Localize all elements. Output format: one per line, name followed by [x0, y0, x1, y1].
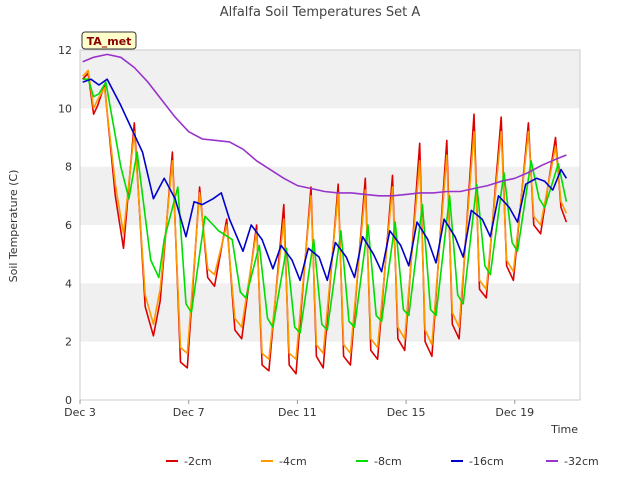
legend-label: -2cm — [184, 455, 212, 468]
y-tick-label: 10 — [58, 102, 72, 115]
legend-label: -4cm — [279, 455, 307, 468]
legend-label: -32cm — [564, 455, 599, 468]
series-layer — [82, 53, 568, 375]
y-tick-label: 0 — [65, 394, 72, 407]
x-tick-label: Dec 3 — [64, 406, 96, 419]
y-tick-label: 12 — [58, 44, 72, 57]
y-tick-label: 4 — [65, 277, 72, 290]
x-tick-label: Dec 11 — [278, 406, 317, 419]
x-tick-label: Dec 7 — [173, 406, 205, 419]
plot-frame — [79, 49, 581, 401]
y-tick-label: 2 — [65, 336, 72, 349]
x-tick-label: Dec 19 — [495, 406, 534, 419]
legend: -2cm -4cm -8cm -16cm -32cm — [166, 455, 599, 468]
series-line-4cmcm-depth — [82, 69, 568, 361]
series-badge: TA_met — [81, 31, 137, 50]
badge-label: TA_met — [87, 35, 132, 48]
y-axis-label: Soil Temperature (C) — [7, 170, 20, 283]
axis-ticks: 0 2 4 6 8 10 12 Dec 3 Dec 7 Dec 11 Dec 15 Dec 19 — [58, 44, 534, 419]
legend-label: -8cm — [374, 455, 402, 468]
series-line-8cmcm-depth — [82, 78, 568, 334]
y-tick-label: 6 — [65, 219, 72, 232]
series-line-16cmcm-depth — [82, 78, 568, 282]
x-tick-label: Dec 15 — [387, 406, 426, 419]
x-axis-label: Time — [550, 423, 578, 436]
series-line-32cmcm-depth — [82, 53, 567, 197]
y-tick-label: 8 — [65, 161, 72, 174]
grid-band — [80, 50, 580, 109]
legend-label: -16cm — [469, 455, 504, 468]
chart-title: Alfalfa Soil Temperatures Set A — [220, 5, 421, 20]
series-line-2cmcm-depth — [82, 72, 568, 375]
